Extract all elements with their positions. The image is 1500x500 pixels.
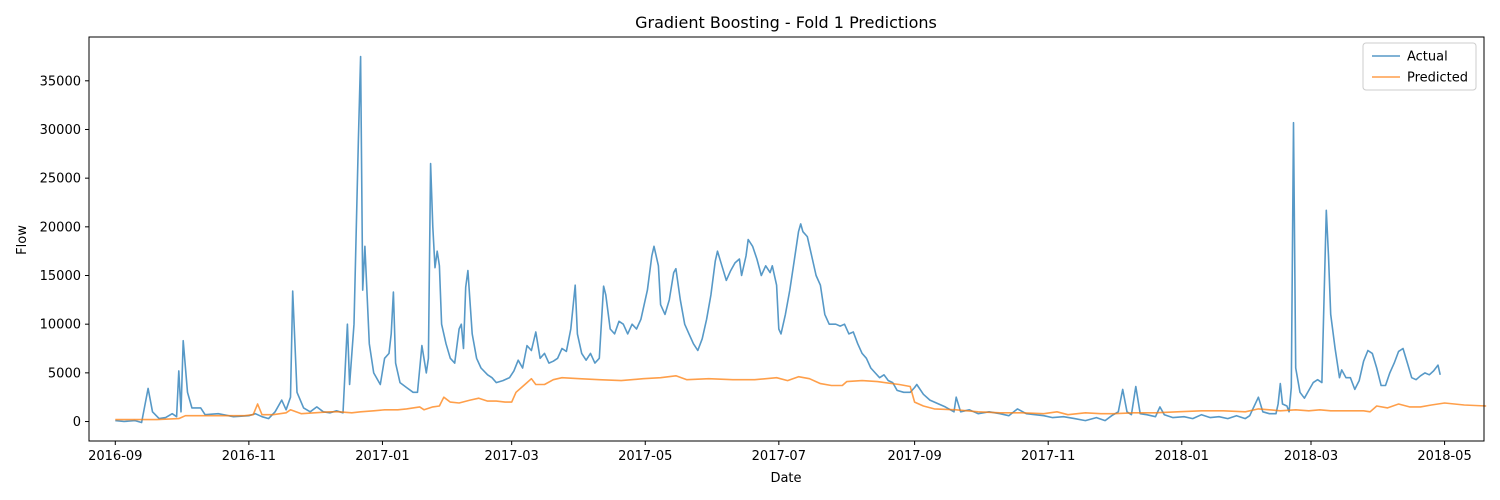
y-tick-label: 25000 xyxy=(40,172,81,187)
x-tick-label: 2018-05 xyxy=(1417,449,1471,464)
x-tick-label: 2017-11 xyxy=(1021,449,1075,464)
series-line-actual xyxy=(115,55,1441,424)
series-line-predicted xyxy=(115,375,1487,421)
x-tick-label: 2017-09 xyxy=(887,449,941,464)
x-tick-label: 2017-07 xyxy=(752,449,806,464)
x-tick-label: 2017-05 xyxy=(618,449,672,464)
y-tick-label: 10000 xyxy=(40,318,81,333)
legend-frame xyxy=(1362,42,1477,91)
axes-frame xyxy=(88,36,1485,442)
legend-label-predicted: Predicted xyxy=(1407,71,1468,86)
y-tick-label: 15000 xyxy=(40,269,81,284)
y-tick-label: 5000 xyxy=(48,366,81,381)
x-tick-label: 2018-03 xyxy=(1284,449,1338,464)
x-tick-label: 2016-11 xyxy=(222,449,276,464)
legend: Actual Predicted xyxy=(1362,42,1477,91)
y-tick-label: 30000 xyxy=(40,123,81,138)
plot-area xyxy=(88,36,1487,442)
x-tick-label: 2017-01 xyxy=(355,449,409,464)
y-tick-label: 20000 xyxy=(40,220,81,235)
chart-title: Gradient Boosting - Fold 1 Predictions xyxy=(635,13,937,32)
x-axis-title: Date xyxy=(770,471,801,486)
y-axis-title: Flow xyxy=(15,225,30,255)
y-tick-label: 35000 xyxy=(40,74,81,89)
x-tick-label: 2017-03 xyxy=(484,449,538,464)
x-tick-label: 2016-09 xyxy=(88,449,142,464)
y-tick-label: 0 xyxy=(73,415,81,430)
x-axis: 2016-09 2016-11 2017-01 2017-03 2017-05 2017-… xyxy=(88,441,1472,464)
x-tick-label: 2018-01 xyxy=(1155,449,1209,464)
legend-label-actual: Actual xyxy=(1407,50,1448,65)
y-axis: 0 5000 10000 15000 20000 25000 30000 35000 xyxy=(40,74,89,430)
